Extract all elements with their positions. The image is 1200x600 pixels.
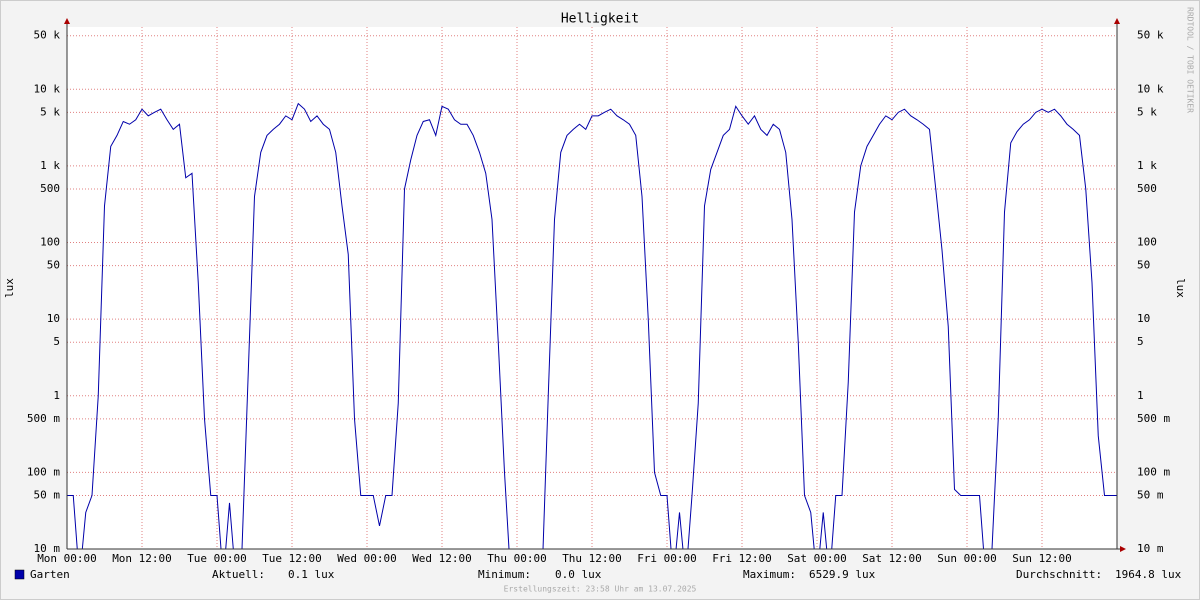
y-tick-label: 1 k <box>40 159 60 172</box>
x-tick-label: Tue 12:00 <box>262 552 322 565</box>
x-tick-label: Wed 12:00 <box>412 552 472 565</box>
x-tick-label: Sun 12:00 <box>1012 552 1072 565</box>
y-tick-label: 10 <box>47 312 60 325</box>
legend-label: Garten <box>30 568 70 581</box>
x-tick-label: Mon 12:00 <box>112 552 172 565</box>
y2-tick-label: 10 <box>1137 312 1150 325</box>
y-tick-label: 10 k <box>34 82 61 95</box>
x-tick-label: Mon 00:00 <box>37 552 97 565</box>
y2-tick-label: 500 m <box>1137 412 1170 425</box>
stat-value: 6529.9 lux <box>809 568 876 581</box>
y2-tick-label: 1 <box>1137 389 1144 402</box>
x-tick-label: Sun 00:00 <box>937 552 997 565</box>
y-tick-label: 100 <box>40 236 60 249</box>
stat-value: 1964.8 lux <box>1115 568 1182 581</box>
stat-label: Aktuell: <box>212 568 265 581</box>
y-tick-label: 50 m <box>34 488 61 501</box>
legend-swatch <box>14 569 25 580</box>
y2-axis-label: lux <box>1174 278 1187 298</box>
axis-arrow <box>1114 18 1120 24</box>
y2-tick-label: 10 k <box>1137 82 1164 95</box>
y2-tick-label: 100 <box>1137 236 1157 249</box>
axis-arrow <box>64 18 70 24</box>
y-tick-label: 5 k <box>40 105 60 118</box>
y-tick-label: 50 <box>47 259 60 272</box>
y-tick-label: 5 <box>53 335 60 348</box>
y2-tick-label: 5 k <box>1137 105 1157 118</box>
x-tick-label: Fri 00:00 <box>637 552 697 565</box>
x-tick-label: Wed 00:00 <box>337 552 397 565</box>
stat-label: Minimum: <box>478 568 531 581</box>
stat-label: Maximum: <box>743 568 796 581</box>
x-tick-label: Tue 00:00 <box>187 552 247 565</box>
y-tick-label: 100 m <box>27 465 60 478</box>
stat-value: 0.1 lux <box>288 568 335 581</box>
axis-arrow <box>1120 546 1126 552</box>
x-tick-label: Fri 12:00 <box>712 552 772 565</box>
x-tick-label: Thu 00:00 <box>487 552 547 565</box>
y2-tick-label: 1 k <box>1137 159 1157 172</box>
y-tick-label: 50 k <box>34 29 61 42</box>
y2-tick-label: 50 <box>1137 259 1150 272</box>
y2-tick-label: 5 <box>1137 335 1144 348</box>
y-tick-label: 500 m <box>27 412 60 425</box>
chart-title: Helligkeit <box>561 12 639 27</box>
y-tick-label: 1 <box>53 389 60 402</box>
footer: Erstellungszeit: 23:58 Uhr am 13.07.2025 <box>504 585 697 594</box>
y-tick-label: 10 m <box>34 542 61 555</box>
y2-tick-label: 10 m <box>1137 542 1164 555</box>
y2-tick-label: 50 k <box>1137 29 1164 42</box>
x-tick-label: Thu 12:00 <box>562 552 622 565</box>
data-line <box>67 102 1117 549</box>
y2-tick-label: 50 m <box>1137 488 1164 501</box>
stat-value: 0.0 lux <box>555 568 602 581</box>
x-tick-label: Sat 00:00 <box>787 552 847 565</box>
stat-label: Durchschnitt: <box>1016 568 1102 581</box>
y2-tick-label: 100 m <box>1137 465 1170 478</box>
y2-tick-label: 500 <box>1137 182 1157 195</box>
x-tick-label: Sat 12:00 <box>862 552 922 565</box>
side-text: RRDTOOL / TOBI OETIKER <box>1186 7 1195 113</box>
y-axis-label: lux <box>3 278 16 298</box>
y-tick-label: 500 <box>40 182 60 195</box>
